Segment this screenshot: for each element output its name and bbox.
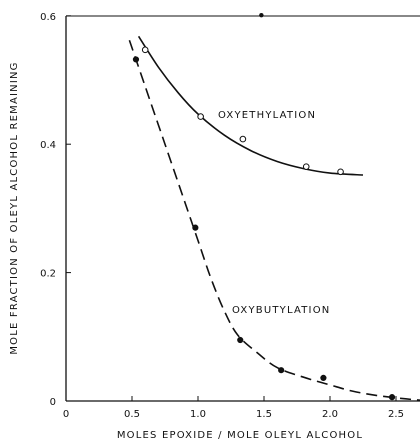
oxybutylation-point [132, 56, 140, 63]
x-tick-label: 1.0 [190, 409, 206, 420]
oxybutylation-curve [128, 39, 420, 401]
x-tick-label: 2.0 [322, 409, 338, 420]
x-tick-label: 1.5 [256, 409, 272, 420]
y-tick-label: 0.4 [40, 140, 56, 151]
series-curves [128, 35, 420, 401]
oxybutylation-point [278, 367, 285, 374]
oxyethylation-point [239, 135, 247, 143]
oxybutylation-point [237, 336, 244, 344]
oxyethylation-point [337, 168, 344, 176]
x-tick-label: 2.5 [388, 409, 404, 420]
oxyethylation-point [302, 163, 310, 170]
y-axis-title: MOLE FRACTION OF OLEYL ALCOHOL REMAINING [9, 61, 20, 354]
oxyethylation-label: OXYETHYLATION [218, 110, 316, 121]
oxyethylation-point [197, 113, 204, 120]
x-tick-label: 0.5 [124, 409, 140, 420]
oxyethylation-point [141, 46, 149, 54]
y-ticks: 0 0.2 0.4 0.6 [40, 12, 71, 408]
oxybutylation-label: OXYBUTYLATION [232, 305, 330, 316]
series-points [132, 12, 396, 401]
x-tick-label: 0 [63, 409, 69, 420]
oxybutylation-point [388, 394, 396, 401]
oxyethylation-curve [137, 35, 364, 176]
oxybutylation-point [192, 224, 199, 231]
stray-point [259, 12, 264, 18]
y-tick-label: 0 [50, 397, 56, 408]
y-tick-label: 0.6 [40, 12, 56, 23]
y-tick-label: 0.2 [40, 269, 56, 280]
series-annotations: OXYETHYLATION OXYBUTYLATION [218, 110, 330, 316]
x-ticks: 0 0.5 1.0 1.5 2.0 2.5 [63, 396, 404, 420]
oxybutylation-point [320, 374, 327, 381]
x-axis-title: MOLES EPOXIDE / MOLE OLEYL ALCOHOL [117, 430, 363, 441]
